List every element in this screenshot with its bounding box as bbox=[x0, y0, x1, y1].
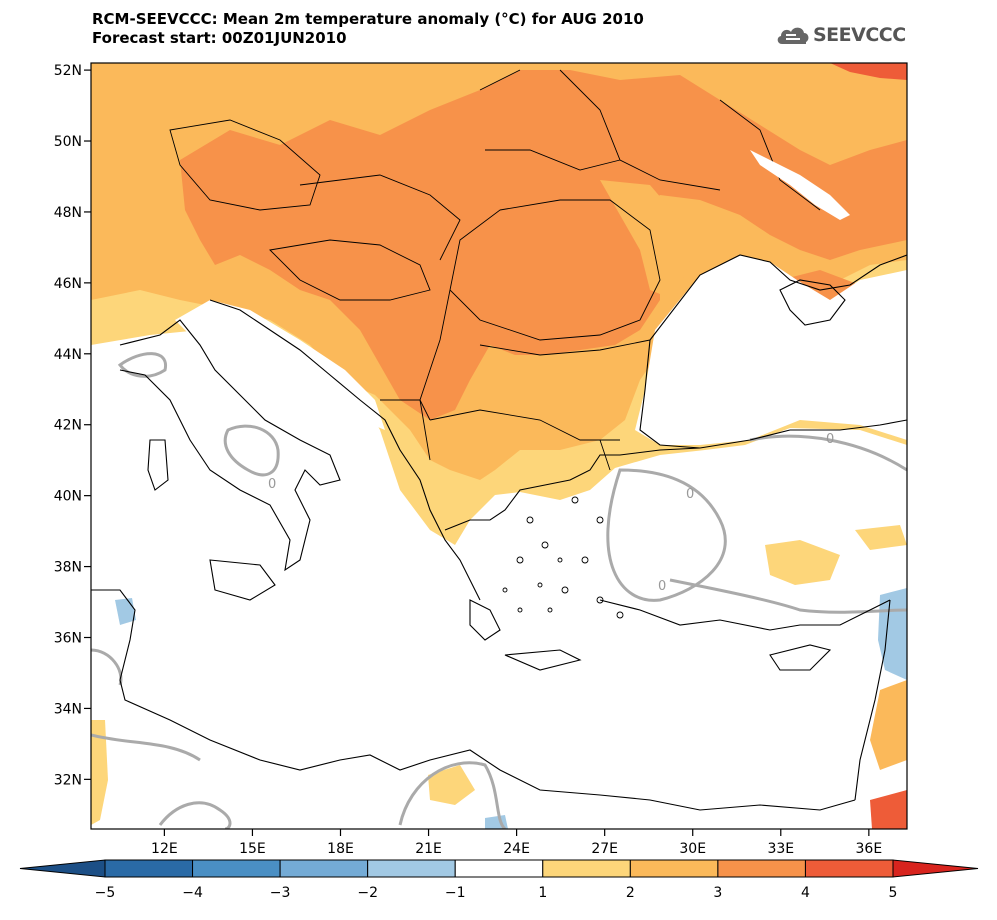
colorbar-swatch bbox=[104, 859, 194, 878]
plot-frame bbox=[90, 62, 908, 830]
colorbar-swatch bbox=[279, 859, 369, 878]
anomaly-band-2-3 bbox=[91, 63, 907, 480]
black-sea bbox=[635, 255, 907, 445]
anomaly-band-1-2 bbox=[91, 63, 907, 545]
coastlines bbox=[91, 254, 907, 811]
colorbar-swatch bbox=[192, 859, 281, 878]
cool-patch-syria bbox=[878, 588, 907, 680]
lat-tick-label: 50N bbox=[54, 134, 82, 150]
lon-tick-label: 15E bbox=[239, 841, 266, 857]
lat-tick-label: 42N bbox=[54, 418, 82, 434]
lon-tick-label: 33E bbox=[767, 841, 794, 857]
anomaly-band-2-3-inner bbox=[600, 180, 690, 300]
cool-patch-tunisia bbox=[115, 598, 136, 625]
seevccc-logo: SEEVCCC bbox=[776, 22, 906, 48]
anomaly-patch-levant bbox=[870, 680, 907, 770]
lon-tick-label: 27E bbox=[591, 841, 618, 857]
aegean-islands bbox=[502, 496, 624, 619]
missing-data-ukraine bbox=[750, 150, 850, 220]
lon-tick-label: 24E bbox=[503, 841, 530, 857]
colorbar-tick-label: 3 bbox=[713, 885, 722, 901]
country-borders bbox=[169, 69, 821, 471]
cloud-logo-icon bbox=[777, 27, 809, 44]
adriatic-sea bbox=[175, 300, 385, 430]
anomaly-patch-africa bbox=[91, 720, 108, 825]
lat-tick-label: 40N bbox=[54, 489, 82, 505]
colorbar-swatch bbox=[542, 859, 631, 878]
contour-label-4: 0 bbox=[268, 477, 276, 492]
contour-label-2: 0 bbox=[686, 487, 694, 502]
anomaly-band-4-5-east bbox=[870, 790, 907, 829]
colorbar-tick-label: −4 bbox=[182, 885, 203, 901]
forecast-start-label: Forecast start: 00Z01JUN2010 bbox=[92, 29, 347, 47]
anomaly-patch-libya bbox=[428, 765, 475, 805]
colorbar-over-arrow bbox=[892, 859, 979, 878]
colorbar-swatch bbox=[367, 859, 456, 878]
lon-tick-label: 12E bbox=[151, 841, 178, 857]
colorbar-tick-label: −2 bbox=[357, 885, 378, 901]
colorbar-swatch bbox=[454, 859, 544, 878]
lat-tick-label: 46N bbox=[54, 276, 82, 292]
colorbar-tick-label: −1 bbox=[445, 885, 466, 901]
lat-tick-label: 38N bbox=[54, 560, 82, 576]
colorbar-tick-label: −3 bbox=[270, 885, 291, 901]
lon-tick-label: 21E bbox=[415, 841, 442, 857]
lon-tick-label: 30E bbox=[679, 841, 706, 857]
title-block: RCM-SEEVCCC: Mean 2m temperature anomaly… bbox=[92, 10, 644, 48]
anomaly-field: 0 0 0 0 bbox=[91, 63, 907, 829]
lon-tick-label: 18E bbox=[327, 841, 354, 857]
anomaly-band-3-4 bbox=[180, 70, 907, 420]
colorbar-tick-label: 5 bbox=[889, 885, 898, 901]
anomaly-band-3-4-east bbox=[780, 270, 880, 325]
longitude-axis: 12E 15E 18E 21E 24E 27E 30E 33E 36E bbox=[151, 829, 882, 857]
cool-patch-libya bbox=[485, 815, 508, 829]
logo-text: SEEVCCC bbox=[813, 24, 906, 46]
lat-tick-label: 36N bbox=[54, 631, 82, 647]
contour-label-3: 0 bbox=[658, 579, 666, 594]
anomaly-patch-turkey bbox=[765, 540, 840, 585]
chart-title: RCM-SEEVCCC: Mean 2m temperature anomaly… bbox=[92, 10, 644, 28]
colorbar-tick-label: 4 bbox=[801, 885, 810, 901]
lat-tick-label: 52N bbox=[54, 63, 82, 79]
latitude-axis: 52N 50N 48N 46N 44N 42N 40N 38N 36N 34N 32N bbox=[54, 63, 91, 788]
lon-tick-label: 36E bbox=[856, 841, 883, 857]
colorbar-under-arrow bbox=[19, 859, 106, 878]
contour-label-1: 0 bbox=[826, 432, 834, 447]
lat-tick-label: 44N bbox=[54, 347, 82, 363]
colorbar: −5 −4 −3 −2 −1 1 2 3 4 5 bbox=[19, 859, 979, 901]
lat-tick-label: 48N bbox=[54, 205, 82, 221]
colorbar-tick-label: 1 bbox=[538, 885, 547, 901]
zero-contours bbox=[91, 352, 907, 829]
lat-tick-label: 34N bbox=[54, 701, 82, 717]
colorbar-swatch bbox=[804, 859, 894, 878]
colorbar-tick-label: −5 bbox=[95, 885, 116, 901]
anomaly-patch-turkey-se bbox=[855, 525, 907, 550]
colorbar-swatch bbox=[629, 859, 719, 878]
lat-tick-label: 32N bbox=[54, 772, 82, 788]
colorbar-tick-label: 2 bbox=[626, 885, 635, 901]
colorbar-swatch bbox=[717, 859, 806, 878]
anomaly-band-4-5 bbox=[830, 63, 907, 80]
